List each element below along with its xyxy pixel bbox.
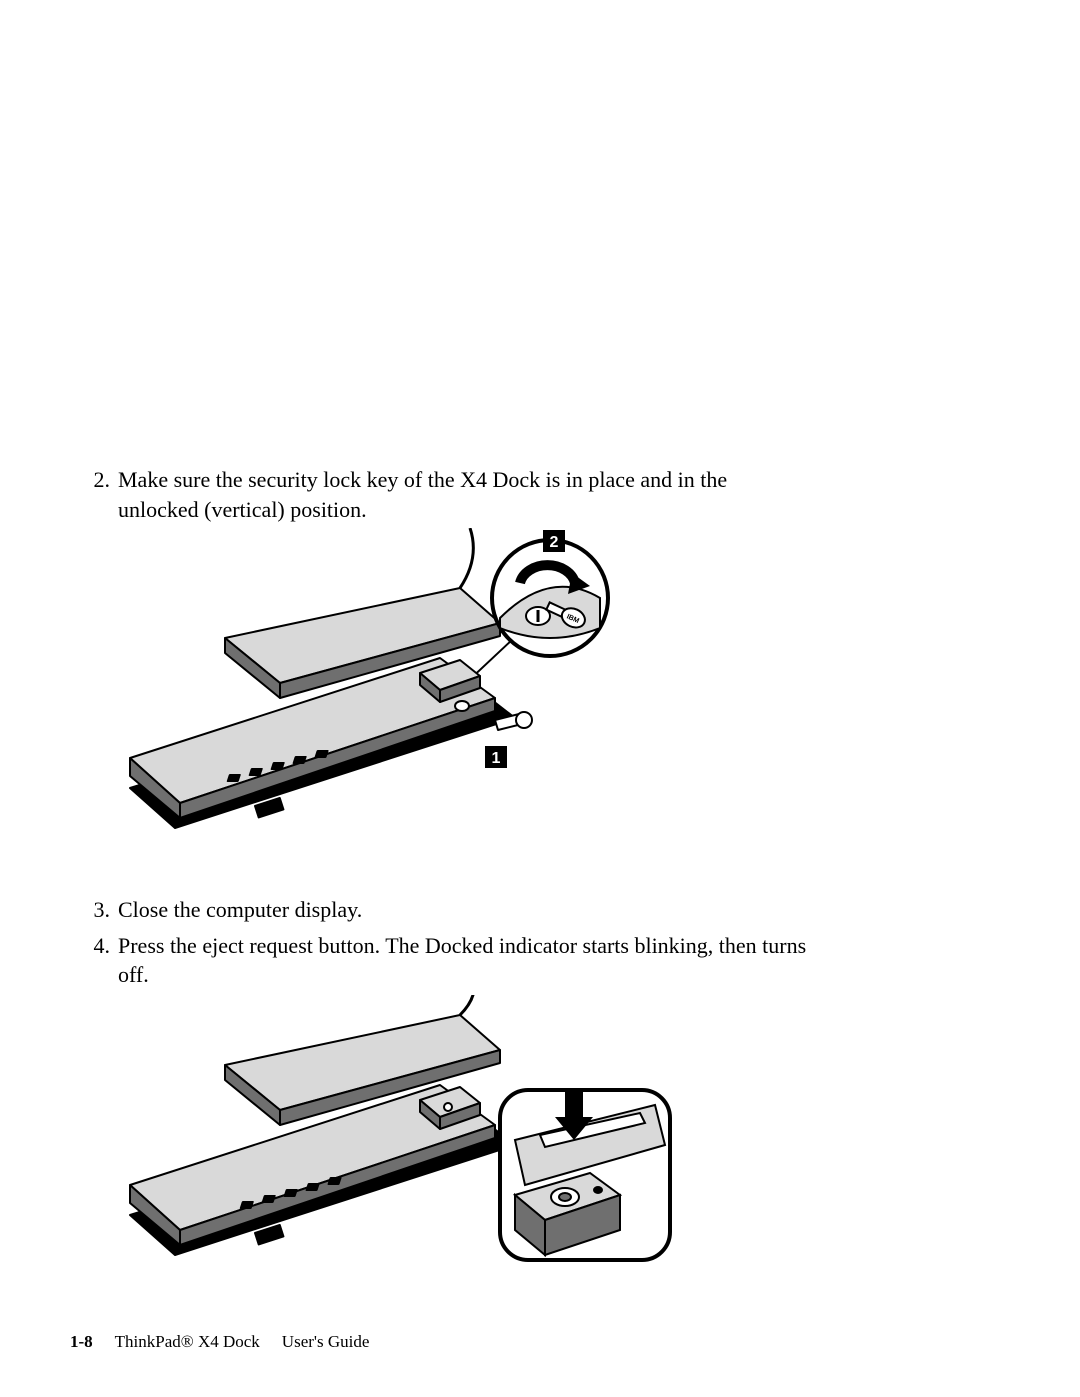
callout-1: 1 [485, 746, 507, 768]
step-3: 3. Close the computer display. [70, 895, 810, 925]
figure-1-svg: 1 IBM [100, 528, 660, 878]
figure-1: 1 IBM [100, 528, 660, 878]
step-2: 2. Make sure the security lock key of th… [70, 465, 810, 524]
step-4-number: 4. [70, 931, 118, 961]
figure-2-svg [100, 995, 700, 1295]
callout-2-label: 2 [550, 534, 559, 551]
figure-2 [100, 995, 700, 1295]
step-2-number: 2. [70, 465, 118, 495]
doc-subtitle: User's Guide [282, 1332, 370, 1352]
callout-2: 2 [543, 530, 565, 552]
step-3-number: 3. [70, 895, 118, 925]
step-4-text: Press the eject request button. The Dock… [118, 931, 810, 990]
doc-title: ThinkPad® X4 Dock [115, 1332, 260, 1352]
page: 2. Make sure the security lock key of th… [0, 0, 1080, 1397]
page-footer: 1-8 ThinkPad® X4 Dock User's Guide [70, 1332, 369, 1352]
step-2-text: Make sure the security lock key of the X… [118, 465, 810, 524]
callout-1-label: 1 [492, 750, 501, 767]
step-3-text: Close the computer display. [118, 895, 810, 925]
step-4: 4. Press the eject request button. The D… [70, 931, 810, 990]
page-number: 1-8 [70, 1332, 93, 1352]
